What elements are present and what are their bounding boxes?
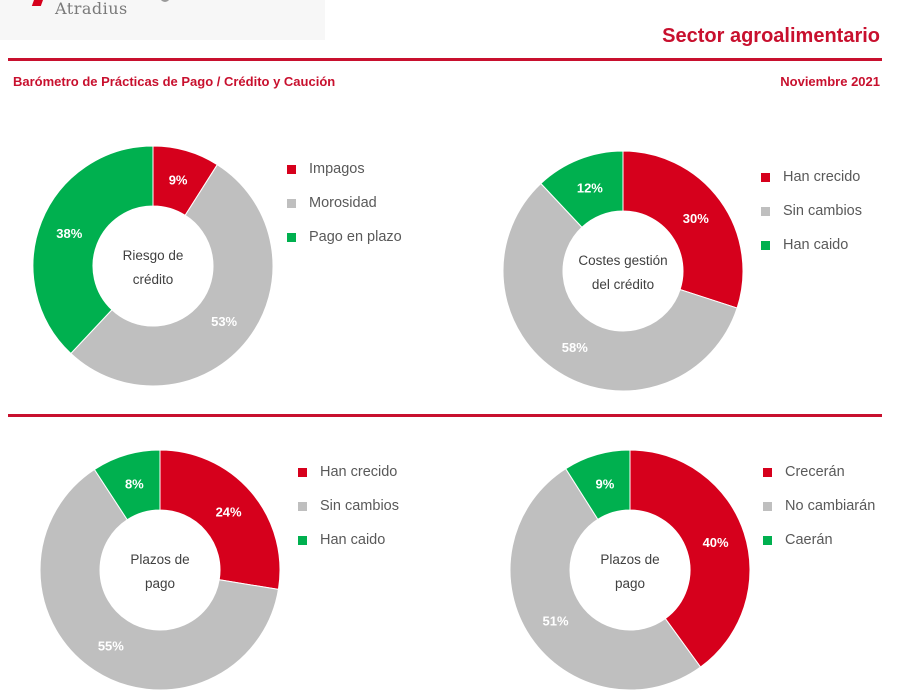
legend-swatch	[763, 468, 772, 477]
legend-swatch	[763, 536, 772, 545]
slice-value-label: 38%	[56, 226, 82, 241]
slice-han-caido	[540, 150, 624, 228]
legend-item: No cambiarán	[763, 497, 875, 531]
slice-han-caido	[93, 449, 161, 521]
chart-legend: Han crecido Sin cambios Han caido	[298, 463, 399, 565]
legend-item: Crecerán	[763, 463, 875, 497]
legend-label: Crecerán	[785, 464, 845, 480]
chart-plazos-pago-futuro: 40% 51% 9% Plazos de pago Crecerán No cambiará…	[470, 435, 900, 695]
legend-label: Sin cambios	[783, 203, 862, 219]
slice-pago-en-plazo	[32, 145, 154, 355]
middle-divider	[8, 414, 882, 417]
legend-swatch	[763, 502, 772, 511]
report-subtitle: Barómetro de Prácticas de Pago / Crédito…	[13, 74, 336, 89]
slice-value-label: 51%	[543, 614, 569, 629]
legend-label: Pago en plazo	[309, 229, 402, 245]
legend-label: Morosidad	[309, 195, 377, 211]
logo-mark-secondary-icon	[160, 0, 170, 2]
slice-value-label: 55%	[98, 638, 124, 653]
chart-plazos-pago-actual: 24% 55% 8% Plazos de pago Han crecido Sin camb…	[0, 435, 440, 695]
legend-item: Pago en plazo	[287, 228, 402, 262]
slice-value-label: 9%	[595, 477, 614, 492]
slice-no-cambiarán	[509, 467, 702, 691]
slice-caerán	[565, 449, 631, 521]
legend-swatch	[298, 468, 307, 477]
legend-item: Han crecido	[761, 168, 862, 202]
legend-swatch	[761, 173, 770, 182]
legend-item: Han crecido	[298, 463, 399, 497]
legend-label: Han crecido	[783, 169, 861, 185]
slice-value-label: 40%	[703, 535, 729, 550]
legend-swatch	[761, 241, 770, 250]
slice-sin-cambios	[39, 468, 279, 691]
slice-sin-cambios	[502, 182, 738, 392]
center-label: Riesgo de	[123, 248, 184, 263]
slice-value-label: 12%	[577, 180, 603, 195]
donut-svg: 24% 55% 8% Plazos de pago	[39, 449, 281, 691]
legend-item: Sin cambios	[761, 202, 862, 236]
sector-title: Sector agroalimentario	[662, 25, 880, 47]
slice-crecerán	[629, 449, 751, 668]
logo-mark-icon	[31, 0, 46, 6]
slice-value-label: 8%	[125, 477, 144, 492]
chart-legend: Han crecido Sin cambios Han caido	[761, 168, 862, 270]
report-date: Noviembre 2021	[780, 74, 880, 89]
center-label: Costes gestión	[578, 253, 667, 268]
center-label: crédito	[133, 272, 174, 287]
top-divider	[8, 58, 882, 61]
legend-item: Impagos	[287, 160, 402, 194]
legend-swatch	[761, 207, 770, 216]
center-label: Plazos de	[600, 552, 659, 567]
legend-label: Caerán	[785, 532, 833, 548]
legend-swatch	[287, 199, 296, 208]
legend-item: Sin cambios	[298, 497, 399, 531]
logo-area: Atradius	[0, 0, 325, 40]
logo-text: Atradius	[55, 0, 128, 18]
center-label: Plazos de	[130, 552, 189, 567]
legend-swatch	[287, 165, 296, 174]
center-label: pago	[615, 576, 645, 591]
chart-legend: Impagos Morosidad Pago en plazo	[287, 160, 402, 262]
legend-label: Han crecido	[320, 464, 398, 480]
legend-swatch	[298, 502, 307, 511]
legend-swatch	[287, 233, 296, 242]
slice-value-label: 58%	[562, 340, 588, 355]
slice-value-label: 24%	[216, 505, 242, 520]
slice-value-label: 9%	[169, 173, 188, 188]
center-label: del crédito	[592, 277, 654, 292]
legend-item: Han caido	[761, 236, 862, 270]
legend-item: Morosidad	[287, 194, 402, 228]
donut-svg: 40% 51% 9% Plazos de pago	[509, 449, 751, 691]
legend-item: Caerán	[763, 531, 875, 565]
legend-label: Han caido	[783, 237, 849, 253]
donut-svg: 30% 58% 12% Costes gestión del crédito	[502, 150, 744, 392]
center-label: pago	[145, 576, 175, 591]
legend-label: Sin cambios	[320, 498, 399, 514]
donut-svg: 9% 53% 38% Riesgo de crédito	[32, 145, 274, 387]
chart-riesgo-credito: 9% 53% 38% Riesgo de crédito Impagos Morosidad…	[0, 130, 440, 390]
slice-value-label: 30%	[683, 211, 709, 226]
slice-han-crecido	[159, 449, 281, 590]
legend-label: Han caido	[320, 532, 386, 548]
chart-legend: Crecerán No cambiarán Caerán	[763, 463, 875, 565]
slice-han-crecido	[622, 150, 744, 309]
chart-costes-gestion: 30% 58% 12% Costes gestión del crédito Han cr…	[470, 135, 900, 395]
slice-value-label: 53%	[211, 314, 237, 329]
legend-label: No cambiarán	[785, 498, 876, 514]
legend-swatch	[298, 536, 307, 545]
slice-morosidad	[70, 163, 274, 387]
legend-label: Impagos	[309, 161, 365, 177]
legend-item: Han caido	[298, 531, 399, 565]
